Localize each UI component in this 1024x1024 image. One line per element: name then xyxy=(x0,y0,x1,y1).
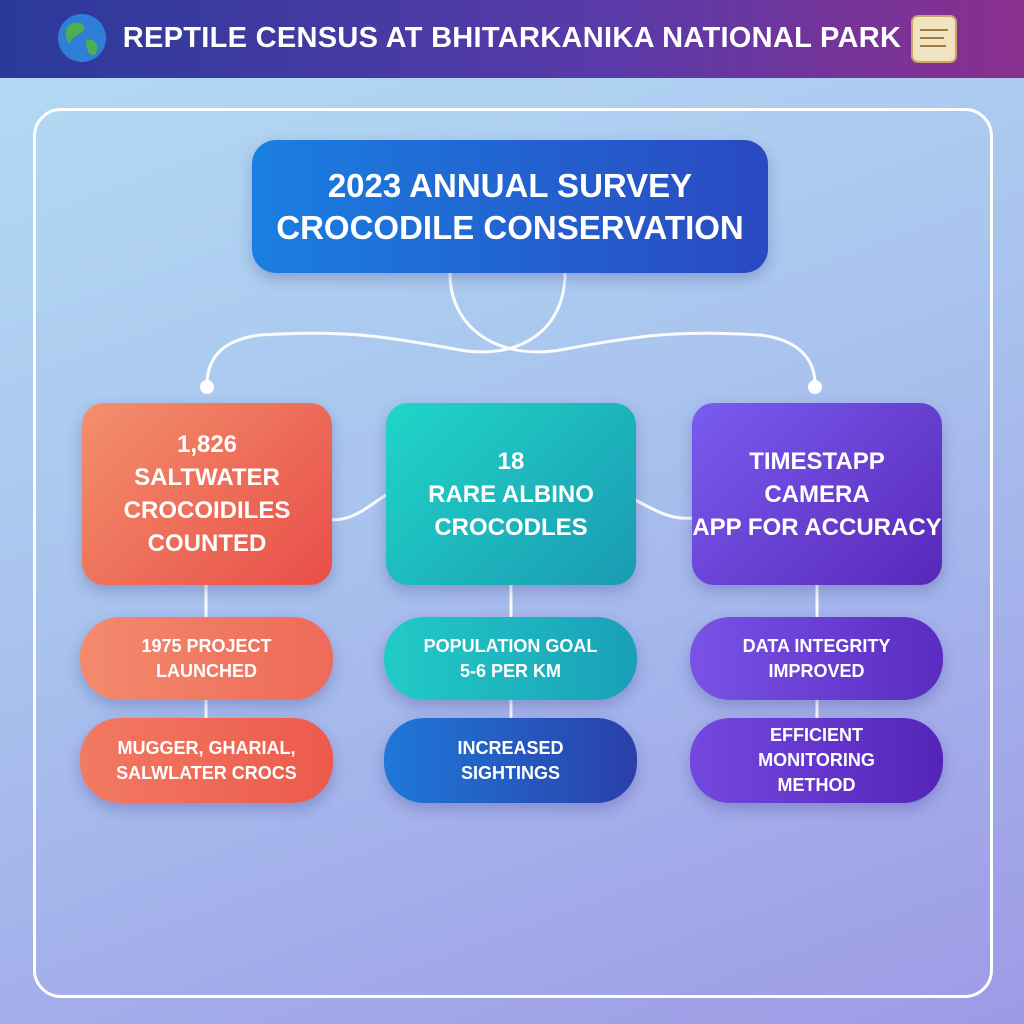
text-line: POPULATION GOAL xyxy=(423,635,598,656)
header: REPTILE CENSUS AT BHITARKANIKA NATIONAL … xyxy=(0,0,1024,78)
text-line: CAMERA xyxy=(764,480,870,508)
text-line: 2023 ANNUAL SURVEY xyxy=(327,166,693,204)
text-line: METHOD xyxy=(777,775,856,795)
panel-frame xyxy=(33,108,993,998)
text-line: 18 xyxy=(497,447,525,475)
detail-pill: MUGGER, GHARIAL, SALWLATER CROCS xyxy=(80,718,333,803)
text-line: APP FOR ACCURACY xyxy=(692,513,942,541)
text-line: MUGGER, GHARIAL, xyxy=(117,737,296,758)
text-line: CROCOIDILES xyxy=(123,497,291,524)
detail-pill: EFFICIENT MONITORING METHOD xyxy=(690,718,943,803)
text-line: RARE ALBINO xyxy=(428,480,594,508)
text-line: TIMESTAPP xyxy=(749,447,885,475)
detail-pill: 1975 PROJECT LAUNCHED xyxy=(80,617,333,700)
text-line: CROCODILE CONSERVATION xyxy=(276,208,744,246)
text-line: 5-6 PER KM xyxy=(459,660,562,681)
detail-pill: DATA INTEGRITY IMPROVED xyxy=(690,617,943,700)
column-node: 1,826 SALTWATER CROCOIDILES COUNTED xyxy=(82,403,332,585)
text-line: EFFICIENT xyxy=(770,725,863,745)
title: REPTILE CENSUS AT BHITARKANIKA NATIONAL … xyxy=(122,22,902,54)
root-node: 2023 ANNUAL SURVEY CROCODILE CONSERVATION xyxy=(252,140,768,273)
text-line: SALWLATER CROCS xyxy=(116,762,297,783)
detail-pill: INCREASED SIGHTINGS xyxy=(384,718,637,803)
text-line: MONITORING xyxy=(758,750,875,770)
detail-pill: POPULATION GOAL 5-6 PER KM xyxy=(384,617,637,700)
text-line: INCREASED xyxy=(457,737,564,758)
text-line: 1,826 xyxy=(176,431,238,458)
column-node: 18 RARE ALBINO CROCODLES xyxy=(386,403,636,585)
text-line: COUNTED xyxy=(147,530,267,557)
text-line: DATA INTEGRITY xyxy=(742,635,891,656)
text-line: LAUNCHED xyxy=(156,660,257,681)
header-icons xyxy=(58,14,957,63)
text-line: SIGHTINGS xyxy=(460,762,560,783)
column-node: TIMESTAPP CAMERA APP FOR ACCURACY xyxy=(692,403,942,585)
text-line: IMPROVED xyxy=(768,660,865,681)
text-line: CROCODLES xyxy=(434,513,588,541)
text-line: 1975 PROJECT xyxy=(141,635,272,656)
text-line: SALTWATER xyxy=(134,464,280,491)
